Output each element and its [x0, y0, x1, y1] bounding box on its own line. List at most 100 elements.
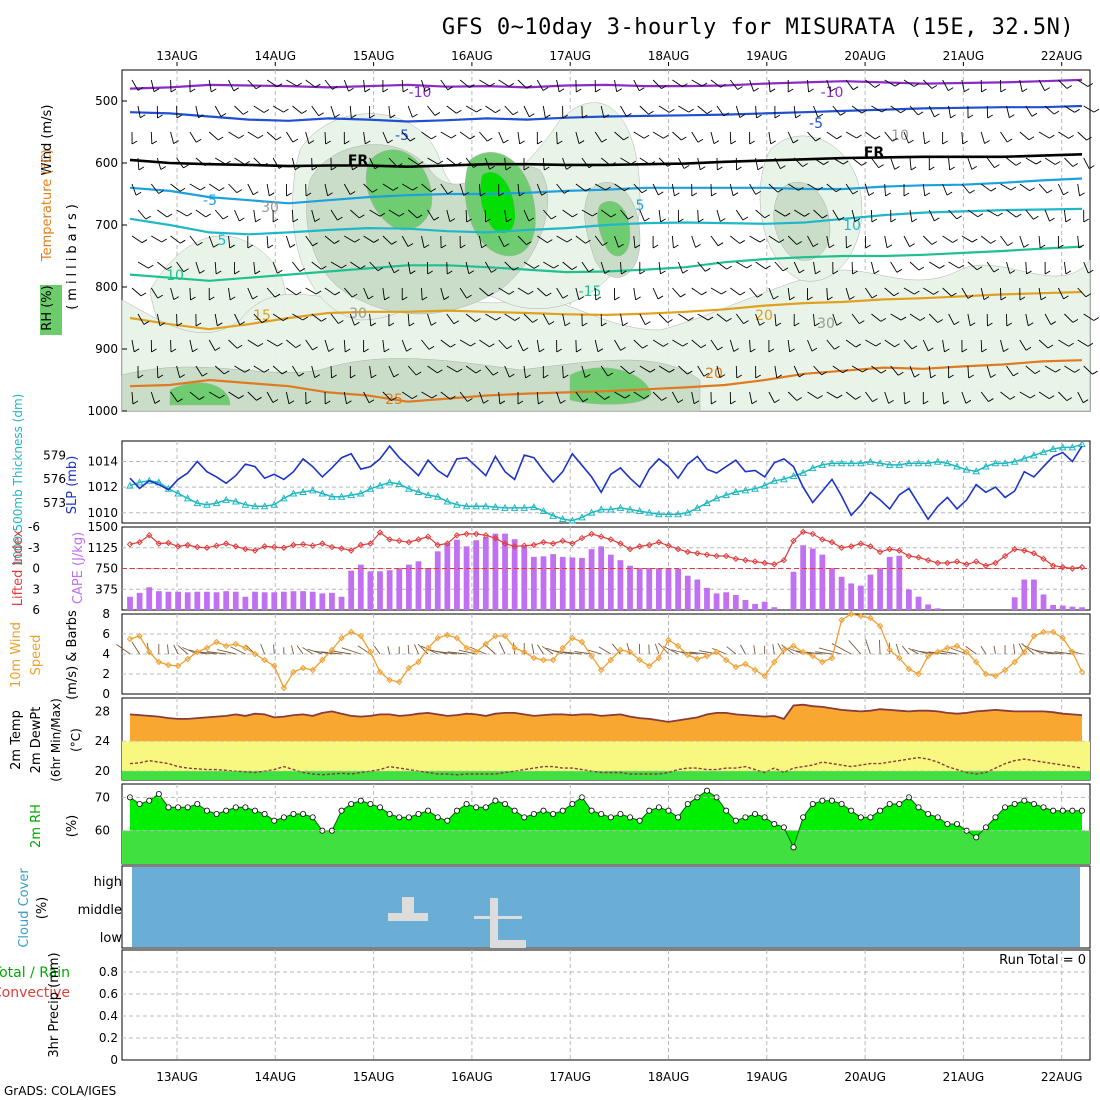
wind-barb-feather — [544, 166, 550, 171]
wind-barb-feather — [137, 87, 144, 91]
wind-barb-feather — [179, 374, 185, 378]
wind-barb-feather — [238, 134, 244, 139]
thickness-point — [1068, 443, 1077, 451]
wind-barb-feather — [289, 244, 296, 248]
wind-barb-feather — [643, 134, 650, 139]
wind-barb — [1083, 105, 1095, 113]
wind-barb — [639, 365, 651, 373]
cape-bar — [598, 546, 605, 610]
wind-speed-point — [771, 658, 778, 666]
wind-barb-feather — [423, 244, 430, 249]
wind-barb — [1057, 183, 1064, 196]
wind-barb — [729, 183, 734, 196]
cape-bar — [540, 556, 547, 610]
wind-barb — [195, 105, 199, 118]
wind-barb — [1077, 391, 1084, 403]
wind-barb-feather — [566, 166, 572, 170]
wind-barb-feather — [1019, 296, 1026, 301]
wind-barb-feather — [875, 342, 882, 347]
wind-barb-feather — [489, 165, 495, 170]
wind-barb-feather — [466, 218, 472, 223]
thickness-point — [270, 500, 279, 508]
wind-barb — [189, 183, 201, 191]
wind-barb-feather — [217, 136, 224, 141]
wind-barb — [1006, 105, 1010, 118]
wind-barb — [807, 391, 818, 399]
li-point — [780, 556, 788, 564]
cape-bar — [742, 600, 749, 610]
wind-barb — [884, 391, 889, 404]
wind-barb — [1083, 157, 1090, 169]
slp-line — [129, 444, 1083, 521]
wind-barb — [652, 287, 659, 300]
wind-10m-barb — [654, 643, 660, 655]
wind-barb-feather — [582, 114, 588, 119]
wind-barb — [369, 157, 376, 169]
wind-barb-feather — [749, 140, 755, 145]
wind-barb-feather — [578, 296, 585, 301]
wind-barb-feather — [236, 344, 243, 349]
cape-bar — [723, 592, 730, 610]
rh-point — [540, 807, 547, 814]
rh-point — [223, 807, 230, 814]
wind-barb-feather — [267, 244, 274, 249]
cape-bar — [377, 571, 383, 610]
wind-barb — [266, 235, 269, 248]
wind-barb-feather — [657, 295, 664, 300]
wind-barb-feather — [964, 88, 970, 93]
wind-10m-barb — [131, 641, 140, 655]
wind-barb — [214, 157, 226, 165]
wind-barb — [176, 365, 181, 378]
wind-barb — [826, 131, 837, 140]
cape-bar — [627, 565, 633, 610]
rh-point — [1021, 797, 1028, 804]
wind-barb-feather — [739, 291, 746, 296]
rh-point — [828, 797, 835, 804]
wind-barb-feather — [1009, 270, 1016, 274]
wind-barb — [948, 105, 951, 118]
wind-barb — [131, 235, 143, 244]
li-point — [424, 533, 432, 540]
wind-barb-feather — [556, 348, 562, 353]
wind-barb — [556, 131, 558, 145]
cape-bar — [386, 570, 393, 610]
wind-barb-feather — [918, 266, 925, 271]
wind-barb — [401, 235, 409, 247]
wind-barb-feather — [294, 166, 301, 171]
wind-barb-feather — [890, 218, 897, 223]
rh-point — [184, 804, 191, 811]
wind-barb — [594, 287, 597, 301]
wind-barb-feather — [701, 291, 707, 296]
wind-barb — [523, 365, 527, 378]
wind-barb-feather — [592, 212, 598, 217]
wind-barb-feather — [660, 218, 666, 223]
wind-barb-feather — [765, 265, 771, 270]
cape-bar — [665, 567, 672, 610]
wind-barb-feather — [173, 140, 179, 145]
wind-speed-point — [857, 612, 865, 620]
wind-barb-feather — [526, 241, 532, 245]
wind-10m-barb — [726, 646, 737, 655]
wind-barb — [485, 365, 494, 376]
wind-barb-feather — [210, 88, 217, 93]
wind-barb-feather — [252, 295, 258, 300]
wind-barb-feather — [944, 348, 950, 353]
li-point — [261, 543, 268, 550]
wind-barb-feather — [706, 110, 713, 115]
wind-barb — [755, 261, 766, 270]
wind-ylabel-a: 10m Wind — [9, 622, 24, 688]
wind-barb — [228, 131, 239, 139]
wind-barb — [909, 365, 915, 378]
thickness-point — [626, 505, 634, 513]
wind-barb-feather — [919, 317, 926, 321]
wind-barb-feather — [682, 342, 688, 347]
wind-barb — [884, 79, 896, 87]
wind-barb — [465, 209, 468, 223]
li-point — [338, 545, 345, 552]
wind-barb-feather — [673, 244, 679, 249]
thickness-point — [587, 508, 596, 516]
wind-barb-feather — [700, 344, 707, 349]
